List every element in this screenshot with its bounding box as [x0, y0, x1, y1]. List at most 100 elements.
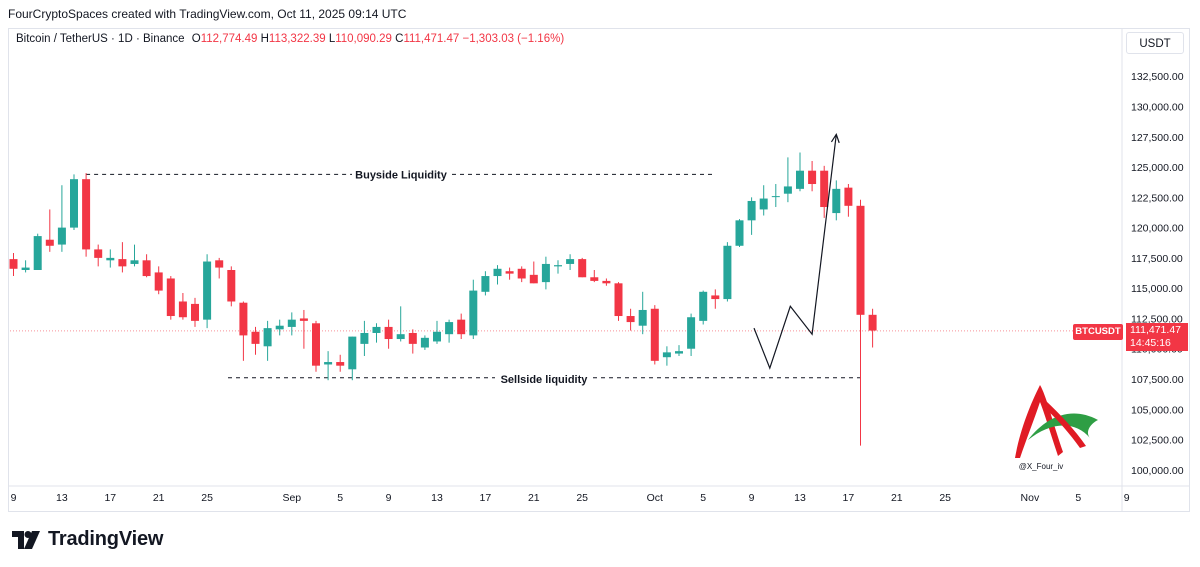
candle-body	[505, 271, 514, 274]
candle-body	[251, 331, 260, 344]
candle	[154, 266, 163, 295]
currency-selector[interactable]: USDT	[1126, 32, 1184, 54]
tradingview-logo[interactable]: TradingView	[12, 528, 163, 551]
candle-body	[142, 260, 151, 277]
change-value: −1,303.03 (−1.16%)	[462, 33, 565, 45]
candle	[118, 242, 127, 273]
close-label: C	[395, 33, 404, 45]
y-tick-label: 117,500.00	[1131, 253, 1183, 265]
candle	[493, 265, 502, 285]
candle-body	[796, 170, 804, 189]
candle	[650, 305, 659, 365]
projection-path	[753, 134, 837, 370]
candle	[517, 266, 526, 283]
candle-body	[735, 220, 744, 246]
high-label: H	[260, 33, 269, 45]
candle-body	[70, 179, 78, 228]
candle	[227, 266, 236, 307]
y-tick-label: 112,500.00	[1131, 313, 1183, 325]
candle	[396, 306, 405, 342]
symbol-title[interactable]: Bitcoin / TetherUS · 1D · Binance	[16, 33, 185, 45]
y-tick-label: 102,500.00	[1131, 435, 1184, 447]
author-logo-swoosh	[1028, 413, 1098, 440]
candle-body	[178, 301, 187, 318]
candle	[360, 320, 369, 356]
x-tick-label: Sep	[282, 492, 301, 504]
candle	[33, 233, 42, 270]
candle-body	[324, 362, 333, 365]
candle-body	[215, 260, 224, 268]
y-tick-label: 100,000.00	[1131, 465, 1184, 477]
y-tick-label: 132,500.00	[1131, 71, 1184, 83]
candle-body	[820, 170, 829, 208]
candle	[215, 257, 224, 279]
candle	[420, 335, 429, 350]
y-tick-label: 127,500.00	[1131, 132, 1184, 144]
candle	[699, 290, 708, 325]
x-tick-label: 13	[794, 492, 806, 504]
author-handle: @X_Four_iv	[1019, 462, 1064, 471]
candle	[747, 197, 756, 235]
candle-body	[771, 196, 780, 198]
candle	[566, 254, 575, 270]
candle-body	[263, 328, 272, 347]
candle	[275, 319, 284, 336]
low-label: L	[328, 33, 336, 45]
x-tick-label: 9	[11, 492, 17, 504]
x-tick-label: 9	[386, 492, 392, 504]
candle-body	[191, 303, 199, 321]
candle	[578, 257, 587, 278]
candle	[590, 270, 599, 283]
candle	[868, 308, 877, 348]
candle-body	[106, 257, 115, 261]
candle-body	[602, 280, 611, 284]
candle-body	[384, 326, 393, 340]
candle	[239, 301, 248, 361]
candle	[844, 184, 853, 217]
candle	[808, 161, 817, 192]
candle	[324, 351, 333, 381]
candle-body	[408, 332, 417, 344]
low-value: 110,090.29	[335, 33, 392, 45]
chart-frame	[8, 28, 1190, 512]
candle-body	[457, 319, 466, 335]
candle-body	[154, 272, 163, 291]
candle-body	[166, 278, 175, 317]
candle-body	[203, 261, 212, 320]
candle	[856, 199, 865, 446]
candle	[263, 320, 272, 361]
candle-body	[299, 318, 308, 321]
candle	[408, 329, 417, 354]
candle	[106, 249, 115, 268]
x-tick-label: 17	[480, 492, 492, 504]
candle-body	[759, 198, 768, 210]
candle-body	[481, 276, 490, 292]
candle-body	[9, 259, 18, 269]
projection-layer	[753, 132, 840, 370]
candle-body	[45, 239, 54, 246]
sellside-liquidity-label: Sellside liquidity	[501, 374, 589, 386]
candle-body	[650, 308, 659, 361]
candle	[94, 244, 103, 267]
y-tick-label: 122,500.00	[1131, 192, 1184, 204]
x-tick-label: 25	[939, 492, 951, 504]
candle-body	[687, 317, 696, 349]
candle	[796, 152, 804, 192]
candle	[832, 180, 841, 221]
candle	[178, 293, 187, 320]
candle	[771, 184, 780, 208]
x-tick-label: 21	[153, 492, 165, 504]
author-watermark: @X_Four_iv	[1015, 385, 1098, 471]
projection-arrowhead	[830, 132, 840, 144]
candle-body	[614, 283, 623, 317]
candle-body	[554, 265, 562, 267]
x-axis: 9 13 17 21 25 Sep 5 9 13 17 21 25 Oct 5 9 13 17 21 25 Nov 5 9	[9, 485, 1189, 504]
x-tick-label: 9	[1124, 492, 1130, 504]
candle-body	[662, 352, 671, 358]
candle-body	[711, 295, 720, 300]
x-tick-label: 21	[891, 492, 903, 504]
open-label: O	[191, 33, 201, 45]
candle	[626, 308, 635, 331]
candle	[554, 260, 562, 274]
